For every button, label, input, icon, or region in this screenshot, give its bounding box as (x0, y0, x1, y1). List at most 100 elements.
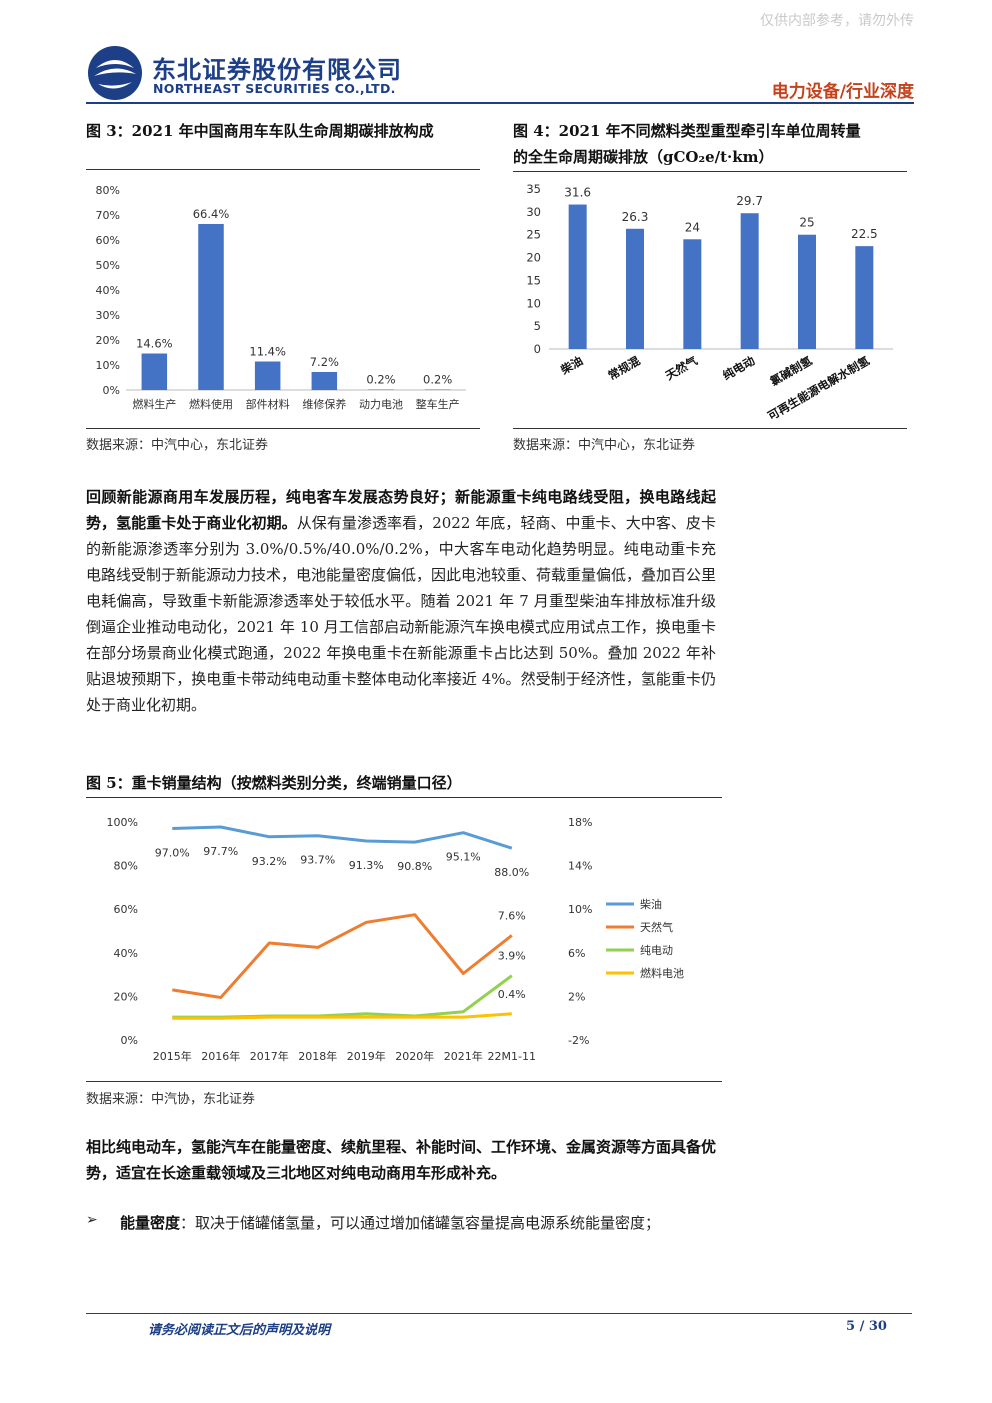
fig3-source: 数据来源：中汽中心，东北证券 (86, 438, 269, 453)
x-tick-label: 燃料使用 (189, 397, 233, 411)
legend-label: 纯电动 (640, 944, 673, 957)
body-paragraph-2: 相比纯电动车，氢能汽车在能量密度、续航里程、补能时间、工作环境、金属资源等方面具… (86, 1134, 716, 1186)
data-label: 29.7 (736, 194, 763, 208)
x-tick-label: 2017年 (250, 1049, 289, 1063)
bar (254, 361, 281, 390)
bar (368, 389, 394, 390)
legend-label: 柴油 (640, 897, 662, 911)
data-label: 31.6 (564, 186, 591, 200)
y-tick-label: 0 (534, 342, 541, 356)
data-label: 97.0% (155, 847, 190, 860)
bar (424, 389, 451, 390)
left-y-tick-label: 40% (114, 947, 138, 960)
left-y-tick-label: 80% (114, 860, 138, 873)
body-paragraph-1: 回顾新能源商用车发展历程，纯电客车发展态势良好；新能源重卡纯电路线受阻，换电路线… (86, 484, 716, 718)
series-line (172, 825, 513, 850)
data-label: 0.4% (498, 988, 526, 1001)
fig4-title-line2: 的全生命周期碳排放（gCO₂e/t·km） (513, 148, 774, 166)
paragraph-2-lead: 相比纯电动车，氢能汽车在能量密度、续航里程、补能时间、工作环境、金属资源等方面具… (86, 1138, 717, 1182)
y-tick-label: 10% (96, 359, 120, 372)
left-y-tick-label: 20% (114, 990, 138, 1003)
right-y-tick-label: -2% (568, 1034, 589, 1047)
fig3-bar-chart: 0% 10% 20% 30% 40% 50% 60% 70% 80% 14.6% 燃料生产 66.4%… (96, 184, 466, 411)
x-tick-label: 纯电动 (720, 353, 757, 383)
x-tick-label: 2016年 (201, 1049, 240, 1063)
bar (311, 372, 338, 390)
y-tick-label: 30 (526, 205, 541, 219)
data-label: 90.8% (397, 860, 432, 873)
fig4-bar-chart: 0 5 10 15 20 25 30 35 31.6 柴油 26.3 常规混 24 天然气 29.7 纯电动 2… (526, 182, 893, 423)
fig4-bottom-rule (513, 428, 907, 429)
y-tick-label: 35 (526, 182, 541, 196)
left-y-tick-label: 0% (121, 1034, 138, 1047)
legend-label: 燃料电池 (640, 966, 684, 980)
fig3-top-rule (86, 169, 480, 170)
fig5-title: 图 5：重卡销量结构（按燃料类别分类，终端销量口径） (86, 774, 462, 792)
paragraph-1-lead: 回顾新能源商用车发展历程，纯电客车发展态势良好；新能源重卡纯电路线受阻，换电路线… (86, 488, 716, 532)
fig3-bottom-rule (86, 428, 480, 429)
y-tick-label: 30% (96, 309, 120, 322)
right-y-tick-label: 10% (568, 903, 592, 916)
data-label: 0.2% (366, 373, 395, 387)
left-y-tick-label: 60% (114, 903, 138, 916)
y-tick-label: 15 (526, 273, 541, 287)
bullet-energy-density-text: ：取决于储罐储氢量，可以通过增加储罐氢容量提高电源系统能量密度； (180, 1214, 661, 1232)
x-tick-label: 2021年 (444, 1049, 483, 1063)
right-y-tick-label: 2% (568, 990, 585, 1003)
fig5-bottom-rule (86, 1081, 722, 1082)
x-tick-label: 2015年 (153, 1049, 192, 1063)
y-tick-label: 50% (96, 259, 120, 272)
y-tick-label: 80% (96, 184, 120, 197)
bar (141, 353, 168, 390)
fig5-top-rule (86, 797, 722, 798)
fig3-title: 图 3：2021 年中国商用车车队生命周期碳排放构成 (86, 122, 434, 140)
right-y-tick-label: 14% (568, 860, 592, 873)
y-tick-label: 0% (103, 384, 120, 397)
data-label: 7.6% (498, 909, 526, 922)
x-tick-label: 维修保养 (302, 397, 346, 411)
bar (855, 246, 874, 349)
company-name-cn: 东北证券股份有限公司 (152, 56, 402, 84)
y-tick-label: 5 (534, 319, 541, 333)
bullet-energy-density-lead: 能量密度 (120, 1214, 181, 1232)
data-label: 11.4% (249, 345, 286, 359)
x-tick-label: 常规混 (606, 353, 643, 383)
x-tick-label: 部件材料 (246, 397, 290, 411)
y-tick-label: 60% (96, 234, 120, 247)
series-line (172, 1012, 512, 1020)
data-label: 3.9% (498, 950, 526, 963)
x-tick-label: 整车生产 (416, 397, 460, 411)
data-label: 97.7% (203, 845, 238, 858)
fig5-line-chart: 0% 20% 40% 60% 80% 100% -2% 2% 6% 10% 14% 18% 2015年 2… (107, 816, 684, 1063)
x-tick-label: 柴油 (557, 353, 585, 377)
data-label: 7.2% (310, 355, 339, 369)
x-tick-label: 22M1-11 (488, 1050, 536, 1063)
bullet-arrow-icon: ➢ (86, 1212, 98, 1228)
bar (198, 224, 224, 390)
data-label: 88.0% (494, 866, 529, 879)
fig4-title-line1: 图 4：2021 年不同燃料类型重型牵引车单位周转量 (513, 122, 861, 140)
fig4-source: 数据来源：中汽中心，东北证券 (513, 438, 696, 453)
legend-label: 天然气 (640, 920, 673, 934)
y-tick-label: 40% (96, 284, 120, 297)
data-label: 66.4% (193, 207, 230, 221)
x-tick-label: 2020年 (395, 1049, 434, 1063)
data-label: 24 (685, 220, 700, 234)
data-label: 14.6% (136, 337, 173, 351)
data-label: 26.3 (622, 210, 649, 224)
x-tick-label: 燃料生产 (132, 397, 176, 411)
right-y-tick-label: 18% (568, 816, 592, 829)
bar (798, 234, 816, 349)
company-logo (88, 46, 142, 100)
right-y-tick-label: 6% (568, 947, 585, 960)
y-tick-label: 20 (526, 251, 541, 265)
bar (626, 228, 644, 349)
data-label: 0.2% (423, 373, 452, 387)
footer-divider (86, 1313, 912, 1314)
watermark: 仅供内部参考，请勿外传 (760, 13, 914, 29)
fig5-source: 数据来源：中汽协，东北证券 (86, 1092, 256, 1107)
data-label: 93.2% (252, 855, 287, 868)
data-label: 91.3% (349, 859, 384, 872)
bullet-energy-density: 能量密度：取决于储罐储氢量，可以通过增加储罐氢容量提高电源系统能量密度； (120, 1210, 716, 1236)
fig4-top-rule (513, 171, 907, 172)
